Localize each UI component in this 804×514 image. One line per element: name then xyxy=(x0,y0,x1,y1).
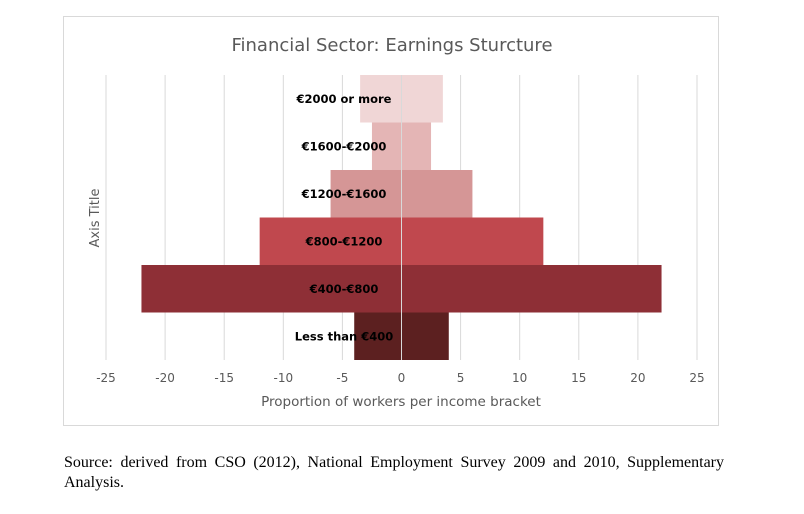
bar-left-4 xyxy=(371,122,402,170)
x-tick-label: 25 xyxy=(689,371,704,385)
category-label: €1200-€1600 xyxy=(301,187,387,201)
category-label: €800-€1200 xyxy=(305,234,383,248)
category-label: €2000 or more xyxy=(296,92,392,106)
source-note: Source: derived from CSO (2012), Nationa… xyxy=(64,454,724,491)
chart-title: Financial Sector: Earnings Sturcture xyxy=(231,35,552,56)
x-tick-label: -25 xyxy=(96,371,116,385)
bar-right-2 xyxy=(401,217,544,265)
chart-area: Less than €400 €400-€800 €800-€1200 €1200-€… xyxy=(63,16,719,426)
x-tick-label: -15 xyxy=(214,371,234,385)
x-tick-label: 0 xyxy=(398,371,406,385)
category-label: Less than €400 xyxy=(295,329,393,343)
x-tick-label: 20 xyxy=(630,371,645,385)
bar-right-5 xyxy=(401,75,443,123)
bar-right-4 xyxy=(401,122,432,170)
bar-left-5 xyxy=(360,75,402,123)
chart-svg: Less than €400 €400-€800 €800-€1200 €1200-€… xyxy=(88,35,705,410)
bar-left-0 xyxy=(354,312,402,360)
bar-right-0 xyxy=(401,312,449,360)
x-axis-title: Proportion of workers per income bracket xyxy=(261,394,541,410)
x-tick-label: -10 xyxy=(273,371,293,385)
category-label: €1600-€2000 xyxy=(301,139,387,153)
bar-left-1 xyxy=(141,265,402,313)
category-labels: Less than €400 €400-€800 €800-€1200 €1200-€… xyxy=(295,92,393,344)
bar-left-3 xyxy=(330,170,402,218)
x-tick-label: -20 xyxy=(155,371,175,385)
x-tick-label: 15 xyxy=(571,371,586,385)
bar-right-3 xyxy=(401,170,473,218)
x-tick-label: 5 xyxy=(457,371,465,385)
bars xyxy=(141,75,662,360)
x-tick-label: -5 xyxy=(336,371,348,385)
bar-left-2 xyxy=(259,217,402,265)
x-tick-label: 10 xyxy=(512,371,527,385)
x-tick-labels: -25 -20 -15 -10 -5 0 5 10 15 20 25 xyxy=(96,371,704,385)
category-label: €400-€800 xyxy=(309,282,379,296)
y-axis-title: Axis Title xyxy=(88,189,103,248)
bar-right-1 xyxy=(401,265,662,313)
